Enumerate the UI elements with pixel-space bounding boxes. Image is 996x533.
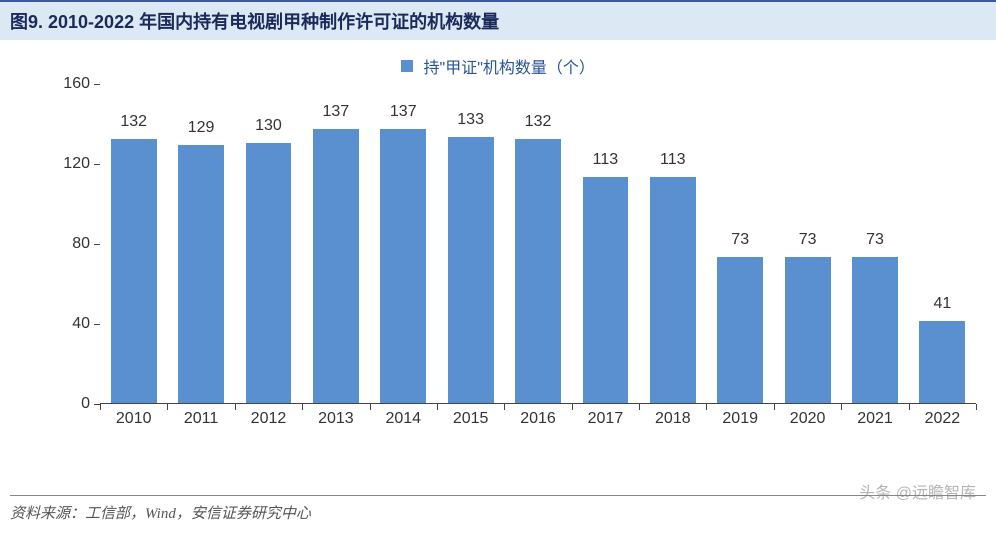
x-tick-mark xyxy=(504,404,505,410)
x-tick-mark xyxy=(100,404,101,410)
bar-value-label: 41 xyxy=(933,295,951,313)
x-tick-label: 2015 xyxy=(437,410,504,428)
y-tick-label: 120 xyxy=(63,155,90,173)
bar-value-label: 132 xyxy=(120,113,147,131)
bar-slot: 132 xyxy=(504,84,571,403)
chart-area: 04080120160 1321291301371371331321131137… xyxy=(10,84,986,454)
bar xyxy=(178,145,224,403)
bar xyxy=(583,177,629,403)
bar-slot: 133 xyxy=(437,84,504,403)
bar-slot: 73 xyxy=(707,84,774,403)
x-tick-label: 2010 xyxy=(100,410,167,428)
bar-value-label: 132 xyxy=(525,113,552,131)
x-tick-label: 2021 xyxy=(841,410,908,428)
y-tick-label: 160 xyxy=(63,75,90,93)
x-tick-mark xyxy=(706,404,707,410)
x-tick-label: 2022 xyxy=(909,410,976,428)
x-tick-label: 2014 xyxy=(370,410,437,428)
legend: 持"甲证"机构数量（个） xyxy=(0,40,996,84)
legend-swatch xyxy=(401,60,413,72)
y-tick-mark xyxy=(94,324,100,325)
bar-value-label: 137 xyxy=(323,103,350,121)
bar xyxy=(785,257,831,403)
y-tick-label: 80 xyxy=(72,235,90,253)
bar-slot: 113 xyxy=(572,84,639,403)
x-tick-mark xyxy=(370,404,371,410)
y-tick-mark xyxy=(94,84,100,85)
y-axis: 04080120160 xyxy=(10,84,100,404)
bar-slot: 130 xyxy=(235,84,302,403)
bar-slot: 137 xyxy=(370,84,437,403)
source-citation: 资料来源：工信部，Wind，安信证券研究中心 xyxy=(10,495,986,523)
bar-slot: 137 xyxy=(302,84,369,403)
x-tick-mark xyxy=(976,404,977,410)
bar xyxy=(111,139,157,403)
bar xyxy=(919,321,965,403)
y-tick-label: 0 xyxy=(81,395,90,413)
watermark: 头条 @远瞻智库 xyxy=(859,479,976,503)
y-tick-label: 40 xyxy=(72,315,90,333)
chart-title-bar: 图9. 2010-2022 年国内持有电视剧甲种制作许可证的机构数量 xyxy=(0,0,996,40)
bar-slot: 73 xyxy=(774,84,841,403)
x-tick-label: 2012 xyxy=(235,410,302,428)
x-axis-labels: 2010201120122013201420152016201720182019… xyxy=(100,410,976,428)
x-tick-label: 2011 xyxy=(167,410,234,428)
bar-value-label: 73 xyxy=(731,231,749,249)
x-tick-mark xyxy=(167,404,168,410)
bar-slot: 73 xyxy=(841,84,908,403)
bar-slot: 113 xyxy=(639,84,706,403)
x-tick-mark xyxy=(572,404,573,410)
bar-value-label: 130 xyxy=(255,117,282,135)
x-tick-label: 2020 xyxy=(774,410,841,428)
x-tick-label: 2017 xyxy=(572,410,639,428)
x-tick-label: 2016 xyxy=(504,410,571,428)
x-tick-mark xyxy=(639,404,640,410)
bar xyxy=(313,129,359,403)
bar-value-label: 137 xyxy=(390,103,417,121)
x-tick-label: 2018 xyxy=(639,410,706,428)
y-tick-mark xyxy=(94,244,100,245)
x-tick-mark xyxy=(774,404,775,410)
bar-value-label: 113 xyxy=(593,151,619,169)
bars-container: 132 129 130 137 137 133 132 113 113 73 73 73 41 xyxy=(100,84,976,403)
x-tick-label: 2013 xyxy=(302,410,369,428)
plot-area: 132 129 130 137 137 133 132 113 113 73 73 73 41 xyxy=(100,84,976,404)
bar-value-label: 73 xyxy=(866,231,884,249)
chart-title: 图9. 2010-2022 年国内持有电视剧甲种制作许可证的机构数量 xyxy=(10,12,499,32)
bar xyxy=(380,129,426,403)
bar-value-label: 133 xyxy=(457,111,484,129)
legend-label: 持"甲证"机构数量（个） xyxy=(424,60,595,77)
bar xyxy=(246,143,292,403)
bar xyxy=(448,137,494,403)
x-tick-mark xyxy=(437,404,438,410)
bar xyxy=(650,177,696,403)
x-tick-mark xyxy=(302,404,303,410)
x-tick-label: 2019 xyxy=(707,410,774,428)
bar xyxy=(717,257,763,403)
y-tick-mark xyxy=(94,164,100,165)
bar-value-label: 73 xyxy=(799,231,817,249)
bar-slot: 129 xyxy=(167,84,234,403)
source-text: 资料来源：工信部，Wind，安信证券研究中心 xyxy=(10,506,311,522)
x-tick-mark xyxy=(909,404,910,410)
bar xyxy=(515,139,561,403)
bar xyxy=(852,257,898,403)
bar-value-label: 129 xyxy=(188,119,215,137)
bar-value-label: 113 xyxy=(660,151,686,169)
bar-slot: 132 xyxy=(100,84,167,403)
x-tick-mark xyxy=(235,404,236,410)
bar-slot: 41 xyxy=(909,84,976,403)
x-tick-mark xyxy=(841,404,842,410)
